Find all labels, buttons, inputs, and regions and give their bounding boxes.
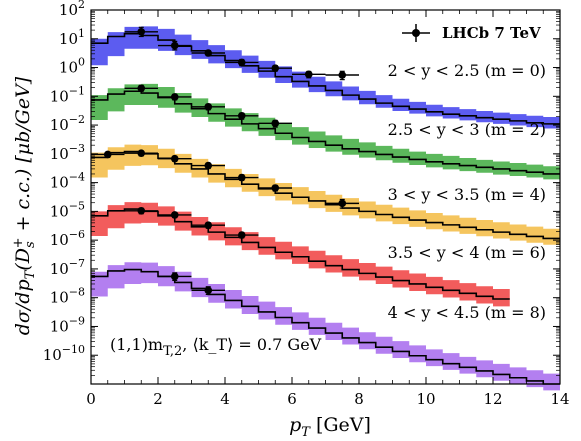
- y-tick-label: 101: [59, 27, 85, 48]
- y-tick-label: 10−3: [50, 142, 85, 163]
- y-tick-label: 10−9: [50, 314, 85, 335]
- y-tick-label: 10−6: [50, 228, 85, 249]
- point-marker: [237, 173, 246, 182]
- legend: LHCb 7 TeV: [402, 24, 541, 42]
- point-series-0-6: [325, 70, 359, 81]
- point-series-0-1: [158, 40, 192, 51]
- range-label-0: 2 < y < 2.5 (m = 0): [388, 61, 546, 80]
- y-tick-label: 102: [59, 0, 85, 19]
- point-marker: [137, 84, 146, 93]
- x-axis-label: pT [GeV]: [289, 414, 371, 440]
- x-tick-label: 8: [354, 390, 364, 408]
- axis-ticks: [90, 9, 561, 384]
- point-series-1-2: [191, 103, 225, 111]
- point-marker: [204, 286, 213, 295]
- y-tick-label: 10−2: [50, 113, 85, 134]
- point-marker: [170, 272, 179, 281]
- x-tick-label: 6: [287, 390, 297, 408]
- y-tick-label: 10−7: [50, 257, 85, 278]
- y-tick-label: 10−5: [50, 199, 85, 220]
- point-series-0-3: [225, 58, 259, 67]
- point-series-3-1: [158, 211, 192, 219]
- data-points: [91, 26, 359, 296]
- x-tick-label: 12: [483, 390, 502, 408]
- point-marker: [204, 221, 213, 230]
- point-marker: [137, 149, 146, 158]
- y-tick-label: 10−4: [50, 171, 85, 192]
- point-marker: [137, 27, 146, 36]
- point-series-2-3: [191, 161, 225, 170]
- point-marker: [237, 112, 246, 120]
- point-marker: [338, 71, 347, 79]
- point-series-1-3: [225, 112, 259, 120]
- range-label-4: 4 < y < 4.5 (m = 8): [388, 303, 546, 322]
- x-tick-label: 4: [220, 390, 230, 408]
- point-marker: [170, 93, 179, 101]
- range-label-2: 3 < y < 3.5 (m = 4): [388, 185, 546, 204]
- point-marker: [271, 119, 280, 128]
- point-series-2-2: [158, 154, 192, 163]
- tick-labels: 0 2 4 6 8 10 12 14 102 101 100 10−1 10−2 10−3 10−4 10−5…: [43, 0, 570, 408]
- point-series-4-0: [158, 272, 192, 281]
- point-marker: [204, 161, 213, 170]
- point-series-2-6: [325, 198, 359, 209]
- x-tick-label: 14: [550, 390, 569, 408]
- point-series-2-5: [258, 184, 292, 192]
- model-annotation: (1,1)mT,2, ⟨k_T⟩ = 0.7 GeV: [110, 335, 322, 359]
- y-tick-label: 100: [59, 56, 85, 77]
- point-series-3-0: [124, 206, 158, 215]
- range-label-1: 2.5 < y < 3 (m = 2): [388, 120, 546, 139]
- legend-marker: [412, 29, 420, 37]
- x-tick-label: 10: [416, 390, 435, 408]
- point-marker: [271, 64, 280, 72]
- point-series-2-0: [91, 150, 125, 159]
- range-label-3: 3.5 < y < 4 (m = 6): [388, 243, 546, 262]
- point-series-0-4: [258, 64, 292, 72]
- point-series-0-2: [191, 49, 225, 57]
- point-marker: [204, 49, 213, 57]
- point-series-1-4: [258, 119, 292, 128]
- point-series-4-1: [191, 286, 225, 296]
- point-marker: [304, 70, 313, 79]
- point-series-2-4: [225, 173, 259, 182]
- y-tick-label: 10−10: [43, 343, 85, 364]
- point-marker: [103, 150, 112, 159]
- point-series-2-1: [124, 149, 158, 158]
- legend-label: LHCb 7 TeV: [442, 24, 541, 42]
- point-series-3-3: [225, 231, 259, 239]
- point-series-0-5: [292, 70, 326, 79]
- point-marker: [170, 41, 179, 50]
- point-series-1-1: [158, 93, 192, 101]
- point-marker: [204, 103, 213, 111]
- point-marker: [170, 211, 179, 219]
- y-axis-label: dσ/dpT(Ds+ + c.c.) [μb/GeV]: [11, 76, 38, 335]
- x-tick-label: 0: [86, 390, 96, 408]
- point-series-0-0: [124, 26, 158, 38]
- point-marker: [170, 154, 179, 163]
- range-labels: 2 < y < 2.5 (m = 0) 2.5 < y < 3 (m = 2) 3 …: [388, 61, 546, 322]
- point-series-3-2: [191, 221, 225, 230]
- point-marker: [237, 58, 246, 67]
- curve-series-3: [91, 208, 510, 300]
- point-marker: [338, 199, 347, 208]
- x-tick-label: 2: [153, 390, 163, 408]
- point-marker: [271, 184, 280, 192]
- point-series-1-0: [124, 84, 158, 93]
- point-marker: [137, 206, 146, 215]
- point-marker: [237, 231, 246, 239]
- y-tick-label: 10−1: [50, 84, 85, 105]
- y-tick-label: 10−8: [50, 286, 85, 307]
